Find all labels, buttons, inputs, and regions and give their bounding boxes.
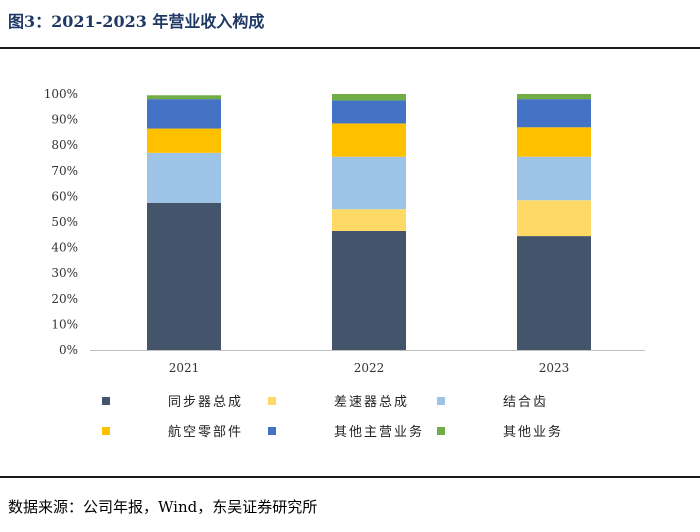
y-tick-label: 0% bbox=[59, 343, 78, 357]
legend-label: 同步器总成 bbox=[168, 395, 243, 410]
bar-segment bbox=[147, 99, 221, 129]
y-tick-label: 70% bbox=[51, 164, 78, 178]
bar-segment bbox=[332, 100, 406, 124]
bar-segment bbox=[147, 152, 221, 203]
legend-item: 其他主营业务 bbox=[268, 424, 424, 440]
bar-segment bbox=[332, 123, 406, 157]
bar-segment bbox=[147, 128, 221, 153]
bar-segment bbox=[517, 236, 591, 350]
y-tick-label: 100% bbox=[44, 87, 78, 101]
bar-segment bbox=[517, 156, 591, 201]
data-source-note: 数据来源：公司年报，Wind，东吴证券研究所 bbox=[8, 498, 318, 516]
bar-segment bbox=[332, 94, 406, 101]
top-divider bbox=[0, 47, 700, 49]
y-tick-label: 20% bbox=[51, 292, 78, 306]
y-tick-label: 40% bbox=[51, 241, 78, 255]
legend-item: 其他业务 bbox=[437, 424, 563, 440]
legend-label: 其他业务 bbox=[503, 424, 563, 440]
legend-label: 航空零部件 bbox=[168, 424, 243, 440]
y-tick-label: 10% bbox=[51, 317, 78, 331]
legend-label: 其他主营业务 bbox=[334, 424, 424, 440]
bar-segment bbox=[517, 94, 591, 100]
y-tick-label: 80% bbox=[51, 138, 78, 152]
legend-swatch bbox=[268, 427, 276, 435]
bar-segment bbox=[147, 202, 221, 350]
y-tick-label: 50% bbox=[51, 215, 78, 229]
x-tick-label: 2022 bbox=[354, 361, 385, 375]
figure-title: 图3：2021-2023 年营业收入构成 bbox=[8, 12, 265, 31]
bar-segment bbox=[147, 95, 221, 100]
plot-area: 0% 10% 20% 30% 40% 50% 60% 70% 80% 90% 100% 2021 202… bbox=[44, 87, 645, 375]
legend-label: 结合齿 bbox=[503, 395, 548, 410]
stacked-bar-chart: 0% 10% 20% 30% 40% 50% 60% 70% 80% 90% 100% 2021 202… bbox=[44, 87, 645, 440]
legend-swatch bbox=[102, 397, 110, 405]
bar-segment bbox=[517, 127, 591, 157]
bottom-divider bbox=[0, 476, 700, 478]
x-tick-label: 2023 bbox=[539, 361, 570, 375]
legend-label: 差速器总成 bbox=[334, 395, 409, 410]
legend-swatch bbox=[268, 397, 276, 405]
y-tick-label: 30% bbox=[51, 266, 78, 280]
bar-segment bbox=[517, 99, 591, 128]
bar-segment bbox=[332, 230, 406, 350]
legend-swatch bbox=[437, 427, 445, 435]
legend-item: 航空零部件 bbox=[102, 424, 243, 440]
y-tick-label: 90% bbox=[51, 113, 78, 127]
legend-item: 同步器总成 bbox=[102, 395, 243, 410]
y-tick-label: 60% bbox=[51, 189, 78, 203]
bar-segment bbox=[332, 156, 406, 210]
legend-item: 结合齿 bbox=[437, 395, 548, 410]
x-tick-label: 2021 bbox=[169, 361, 200, 375]
legend-swatch bbox=[437, 397, 445, 405]
legend-item: 差速器总成 bbox=[268, 395, 409, 410]
bar-segment bbox=[517, 200, 591, 237]
bar-segment bbox=[332, 209, 406, 231]
legend-swatch bbox=[102, 427, 110, 435]
